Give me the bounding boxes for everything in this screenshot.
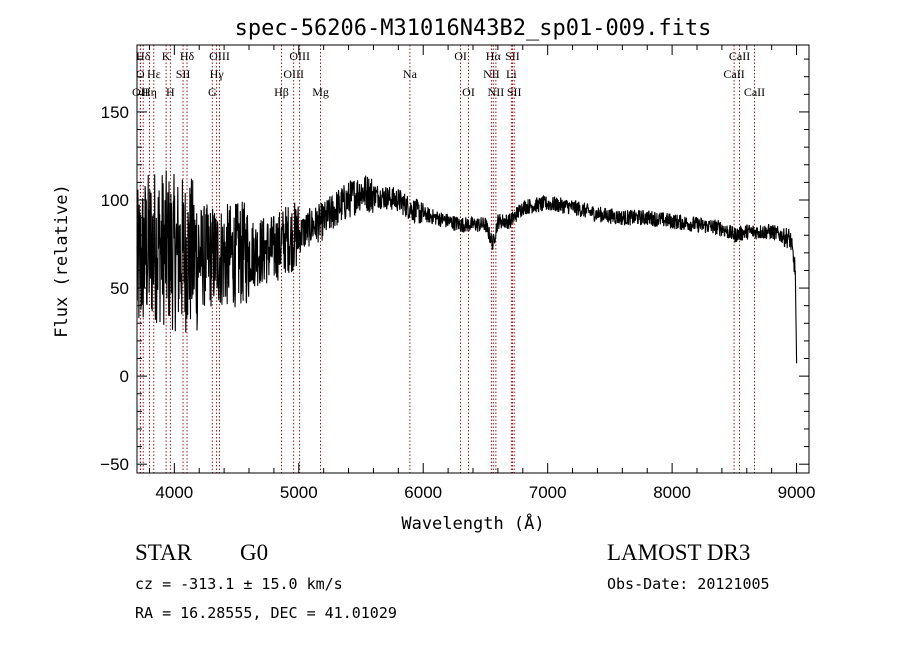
x-tick-label: 9000 (778, 483, 816, 502)
y-tick-label: 100 (101, 191, 129, 210)
line-marker-label: Hδ (180, 49, 195, 63)
y-tick-label: 50 (110, 279, 129, 298)
y-tick-label: 150 (101, 103, 129, 122)
line-marker-label: NII (483, 67, 500, 81)
object-class: STAR (135, 540, 192, 565)
line-marker-label: K (162, 49, 171, 63)
survey-name: LAMOST DR3 (607, 540, 751, 565)
x-tick-label: 4000 (155, 483, 193, 502)
line-marker-label: OI (454, 49, 467, 63)
line-marker-label: Mg (312, 85, 329, 99)
x-axis: 4000 5000 6000 7000 8000 9000 (148, 45, 816, 502)
coordinates: RA = 16.28555, DEC = 41.01029 (135, 604, 397, 622)
object-subclass: G0 (240, 540, 269, 565)
line-marker-label: SII (505, 49, 520, 63)
line-marker-label: OIII (289, 49, 310, 63)
observation-date: Obs-Date: 20121005 (607, 575, 770, 593)
y-tick-label: −50 (100, 455, 129, 474)
line-marker-label: H (166, 85, 175, 99)
line-marker-label: Hη (142, 85, 157, 99)
line-marker-label: Hα (486, 49, 502, 63)
line-marker-label: CaII (729, 49, 750, 63)
y-axis: −50 0 50 100 150 (100, 58, 809, 474)
line-marker-label: Li (506, 67, 517, 81)
x-tick-label: 8000 (653, 483, 691, 502)
line-marker-label: Hε (147, 67, 161, 81)
line-marker-label: G (208, 85, 217, 99)
line-marker-label: OIII (209, 49, 230, 63)
line-marker-label: Hβ (274, 85, 289, 99)
line-marker-label: Na (403, 67, 418, 81)
line-marker-label: OI (462, 85, 475, 99)
y-axis-label: Flux (relative) (52, 184, 72, 338)
line-marker-label: OIII (283, 67, 304, 81)
line-marker-label: SII (507, 85, 522, 99)
line-marker-label: NII (488, 85, 505, 99)
line-marker-label: CaII (744, 85, 765, 99)
line-marker-label: OII (132, 85, 149, 99)
plot-frame (136, 44, 810, 474)
line-marker-label: CaII (723, 67, 744, 81)
x-axis-label: Wavelength (Å) (401, 512, 544, 534)
y-tick-label: 0 (120, 367, 129, 386)
x-tick-label: 6000 (404, 483, 442, 502)
chart-title: spec-56206-M31016N43B2_sp01-009.fits (235, 16, 712, 41)
redshift-velocity: cz = -313.1 ± 15.0 km/s (135, 575, 343, 593)
x-tick-label: 7000 (529, 483, 567, 502)
line-marker-label: SII (176, 67, 191, 81)
x-tick-label: 5000 (280, 483, 318, 502)
line-marker-label: Hδ (136, 49, 151, 63)
line-marker-label: Hγ (210, 67, 225, 81)
spectrum-line (136, 170, 798, 364)
